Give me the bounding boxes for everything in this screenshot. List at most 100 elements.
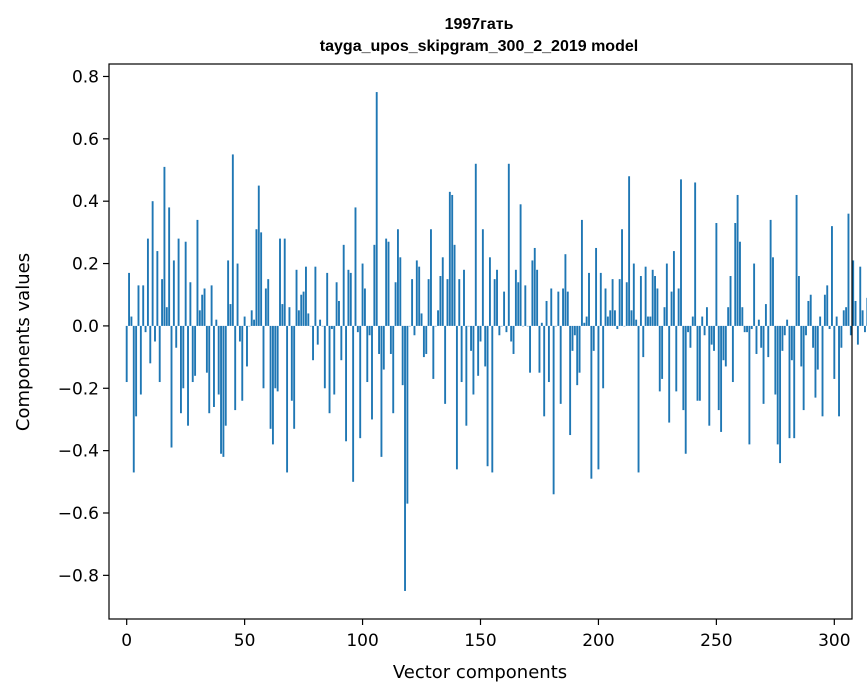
- bar: [279, 238, 281, 326]
- bar: [783, 325, 786, 336]
- bar: [757, 319, 760, 326]
- bar: [835, 316, 838, 326]
- bar: [238, 325, 241, 342]
- bar: [717, 325, 720, 411]
- bar: [243, 316, 246, 326]
- bar: [621, 229, 623, 326]
- bar: [316, 325, 319, 345]
- bar: [635, 319, 638, 326]
- bar: [260, 232, 263, 326]
- bar: [503, 291, 506, 326]
- bar: [371, 325, 373, 420]
- bar: [158, 325, 161, 383]
- bar: [743, 325, 746, 333]
- bar: [689, 325, 692, 348]
- bar: [663, 307, 666, 326]
- bar: [779, 325, 782, 464]
- bar: [404, 325, 406, 591]
- bar: [507, 163, 510, 326]
- bar: [356, 325, 359, 333]
- plot-frame: [108, 63, 853, 620]
- bar: [547, 325, 550, 383]
- bar: [864, 325, 866, 333]
- bar: [606, 316, 609, 326]
- bar: [698, 325, 701, 401]
- bar: [208, 325, 211, 414]
- bar: [753, 263, 756, 326]
- bar: [533, 247, 536, 326]
- bar: [253, 319, 256, 326]
- bar: [514, 269, 517, 326]
- x-tick-label: 0: [121, 631, 132, 651]
- bar: [616, 325, 619, 330]
- bar: [637, 325, 640, 473]
- bar: [486, 325, 489, 467]
- bar: [302, 291, 305, 326]
- bar: [595, 247, 598, 326]
- bar: [368, 325, 371, 336]
- bar: [363, 288, 366, 326]
- bar: [705, 307, 708, 326]
- bar: [373, 244, 376, 326]
- bar: [413, 325, 416, 336]
- bar: [175, 325, 178, 348]
- bar: [538, 325, 541, 373]
- bar: [227, 260, 230, 326]
- bar: [573, 325, 576, 336]
- bar: [805, 325, 807, 336]
- bar: [750, 325, 753, 330]
- x-tick-label: 100: [346, 631, 378, 651]
- bar: [224, 325, 227, 426]
- y-tick-label: −0.8: [58, 566, 99, 586]
- bar: [493, 279, 496, 326]
- bar: [845, 307, 848, 326]
- bars-group: [125, 92, 867, 591]
- bar: [198, 310, 201, 326]
- bar: [781, 325, 784, 351]
- bar: [550, 288, 553, 326]
- bar: [793, 325, 796, 439]
- bar: [300, 294, 303, 326]
- bar: [451, 194, 454, 326]
- bar: [654, 276, 656, 326]
- bar: [585, 316, 588, 326]
- y-tick-label: 0.6: [72, 130, 99, 150]
- bar: [736, 194, 739, 326]
- bar: [816, 325, 819, 370]
- bar: [312, 325, 314, 361]
- bar: [444, 325, 447, 404]
- bar: [611, 279, 614, 326]
- bar: [453, 244, 456, 326]
- bar: [161, 279, 164, 326]
- bar: [748, 325, 751, 445]
- bar: [354, 207, 357, 326]
- bar: [795, 194, 798, 326]
- bar: [437, 310, 439, 326]
- bar: [234, 325, 237, 411]
- bar: [661, 325, 664, 379]
- bar: [746, 325, 748, 333]
- bar: [802, 325, 805, 411]
- x-tick-label: 50: [234, 631, 256, 651]
- bar: [774, 325, 777, 395]
- bar: [519, 204, 522, 326]
- bar: [385, 238, 388, 326]
- bar: [559, 325, 562, 404]
- bar: [642, 325, 645, 358]
- bar: [724, 325, 727, 367]
- bar: [826, 285, 829, 326]
- x-axis-ticks: 0 50 100 150 200 250 300: [121, 619, 851, 651]
- bar: [668, 325, 671, 423]
- bar: [319, 319, 322, 326]
- bar: [776, 325, 779, 445]
- bar: [172, 260, 175, 326]
- bar: [389, 325, 392, 354]
- bar: [465, 325, 468, 426]
- bar: [375, 92, 378, 326]
- bar: [713, 325, 715, 351]
- bar: [441, 257, 444, 326]
- bar: [562, 288, 564, 326]
- bar: [139, 325, 142, 395]
- bar: [220, 325, 222, 454]
- bar: [281, 304, 284, 326]
